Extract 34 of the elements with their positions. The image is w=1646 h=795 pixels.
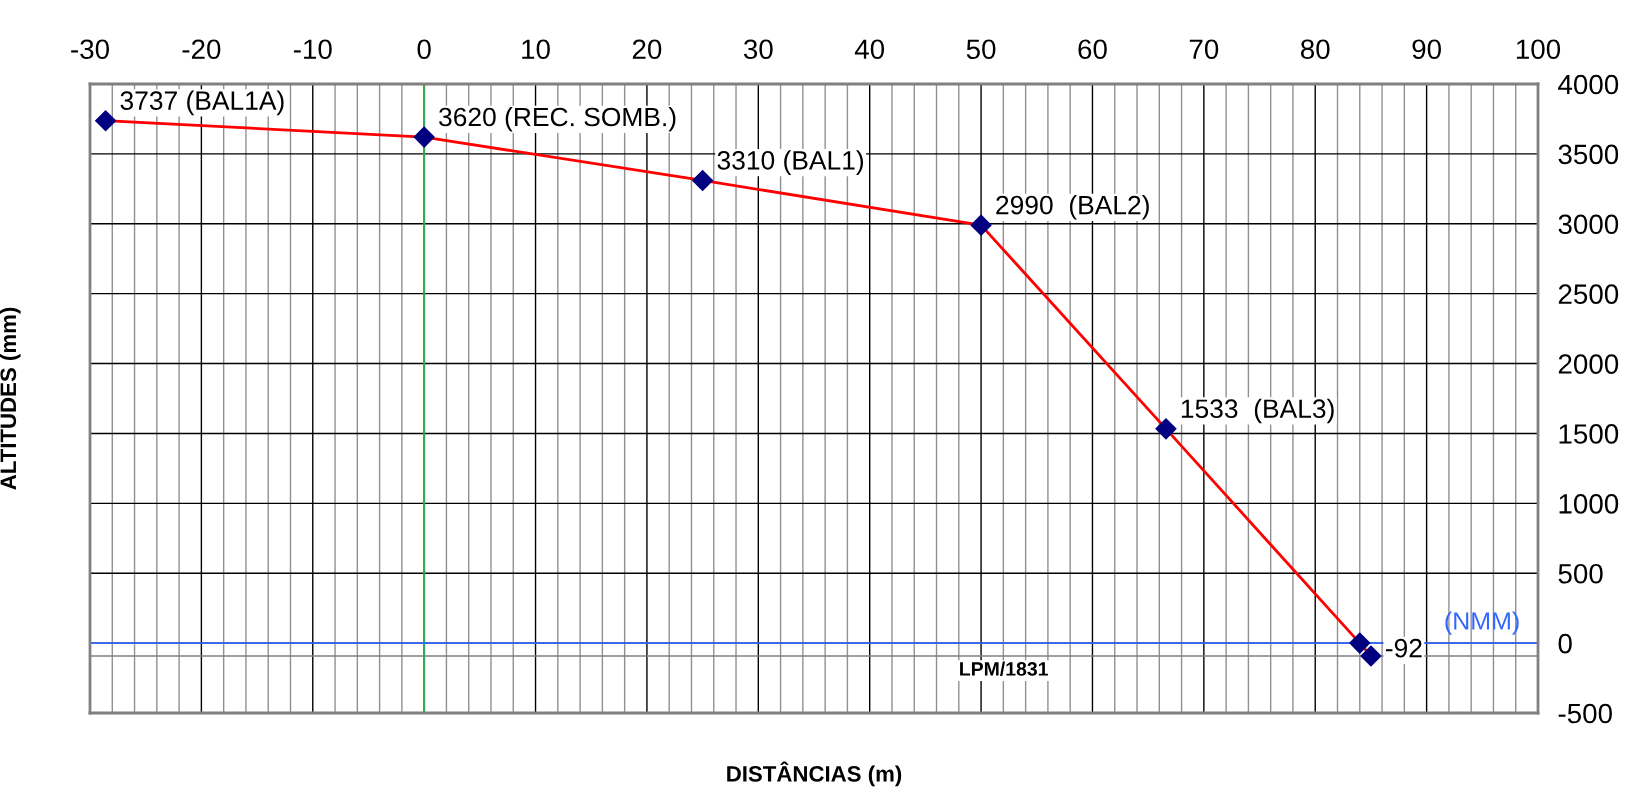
- ref-line-label: LPM/1831: [960, 661, 1048, 677]
- x-tick-label: -20: [182, 39, 221, 60]
- x-tick-label: 50: [966, 39, 996, 60]
- x-tick-label: -10: [293, 39, 332, 60]
- ref-line-label: (NMM): [1445, 611, 1519, 635]
- annotation: 1533 (BAL3): [1181, 398, 1334, 424]
- x-tick-label: 20: [632, 39, 662, 60]
- x-tick-label: 80: [1300, 39, 1330, 60]
- y-tick-label: 500: [1558, 563, 1603, 584]
- annotation: 3620 (REC. SOMB.): [439, 106, 676, 132]
- x-tick-label: 30: [743, 39, 773, 60]
- x-tick-label: 70: [1189, 39, 1219, 60]
- annotation: -92: [1385, 638, 1422, 658]
- x-tick-label: 10: [522, 39, 550, 60]
- annotation: 3737 (BAL1A): [120, 90, 284, 116]
- x-tick-label: 60: [1078, 39, 1107, 60]
- y-tick-label: 3000: [1558, 214, 1619, 235]
- y-tick-label: 1000: [1559, 494, 1619, 514]
- x-tick-label: 90: [1412, 39, 1441, 60]
- x-axis-title: DISTÂNCIAS (m): [727, 761, 902, 787]
- annotation: 3310 (BAL1): [717, 150, 864, 175]
- y-tick-label: 1500: [1559, 424, 1619, 444]
- annotation: 2990 (BAL2): [996, 195, 1149, 220]
- y-tick-label: -500: [1558, 703, 1612, 724]
- x-tick-label: 40: [854, 39, 885, 60]
- y-tick-label: 0: [1558, 633, 1572, 654]
- y-tick-label: 4000: [1558, 74, 1619, 95]
- y-tick-label: 2500: [1558, 284, 1619, 305]
- y-axis-title: ALTITUDES (mm): [0, 307, 21, 490]
- y-tick-label: 2000: [1558, 354, 1619, 374]
- x-tick-label: -30: [71, 39, 109, 60]
- x-tick-label: 0: [417, 39, 431, 60]
- x-tick-label: 100: [1516, 39, 1561, 60]
- y-tick-label: 3500: [1558, 144, 1619, 165]
